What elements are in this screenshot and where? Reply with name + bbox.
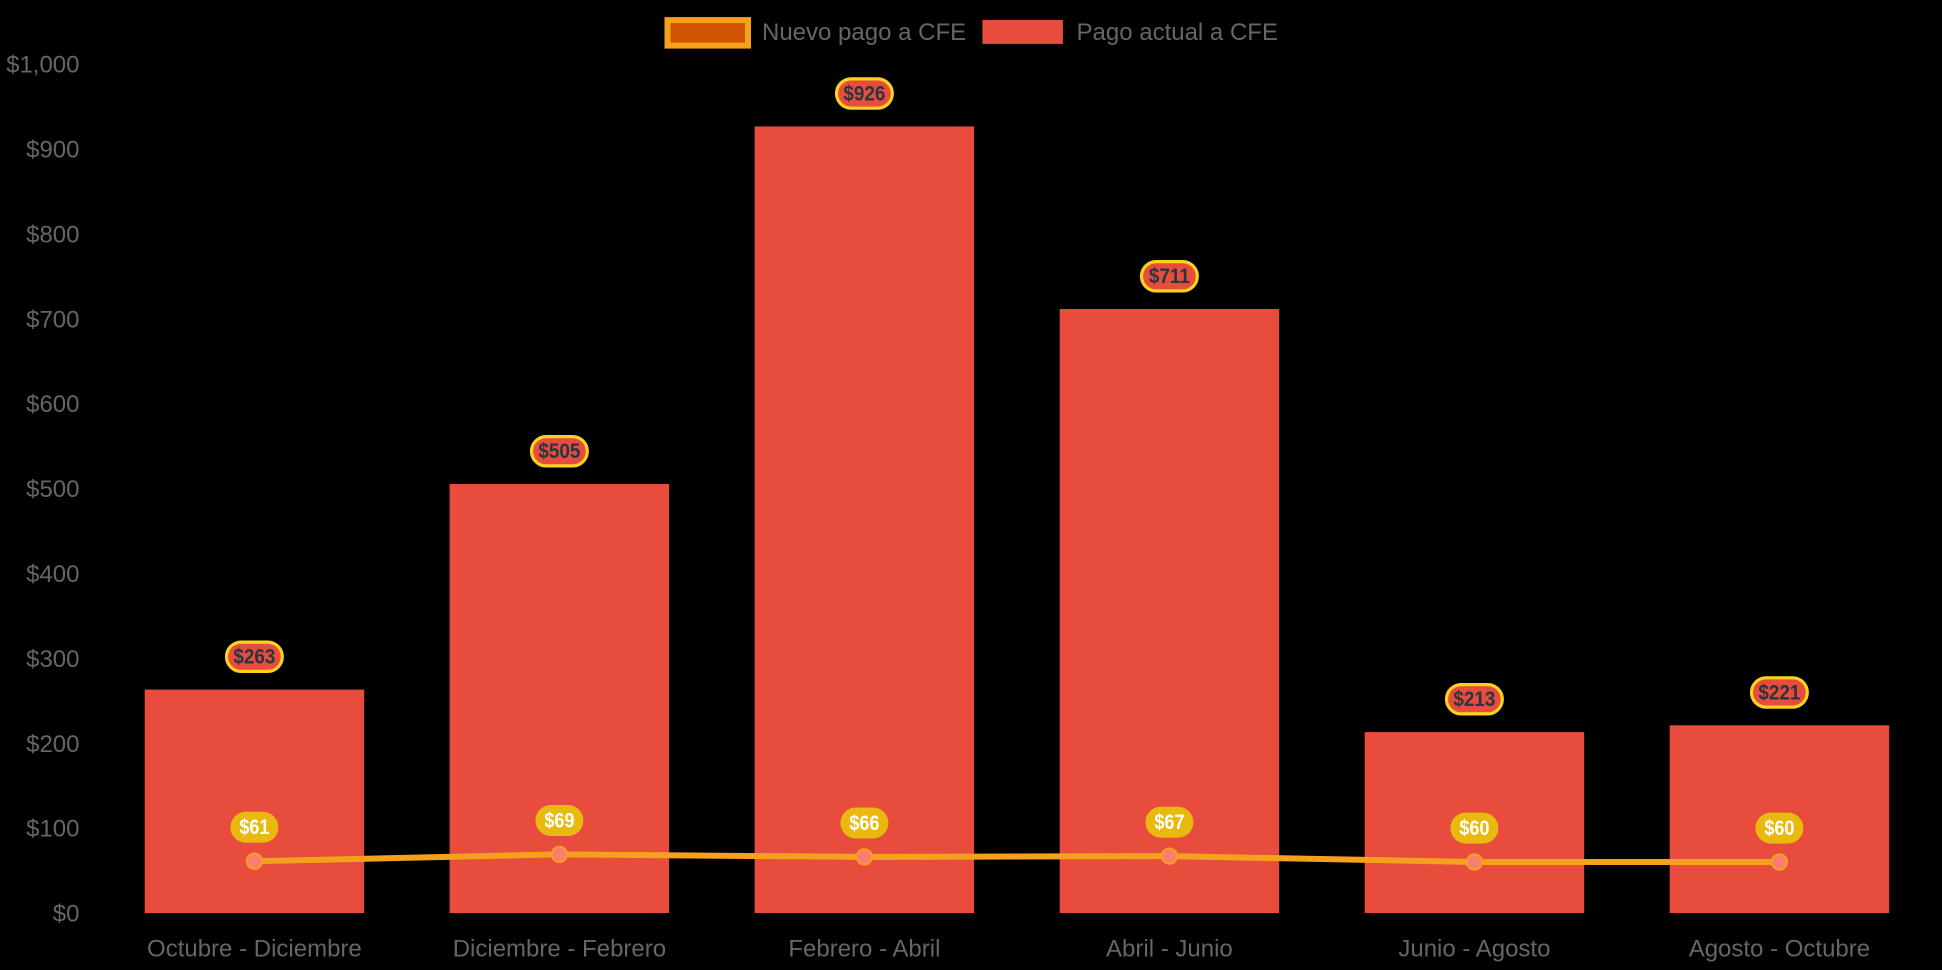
svg-text:$67: $67: [1154, 811, 1184, 835]
svg-text:Febrero - Abril: Febrero - Abril: [788, 936, 940, 963]
svg-text:$221: $221: [1758, 681, 1800, 704]
svg-text:$300: $300: [26, 646, 79, 673]
svg-text:$926: $926: [843, 83, 885, 106]
svg-text:Diciembre - Febrero: Diciembre - Febrero: [453, 936, 666, 963]
svg-text:$711: $711: [1149, 265, 1190, 288]
svg-text:Pago actual a CFE: Pago actual a CFE: [1077, 19, 1278, 46]
svg-text:$500: $500: [26, 476, 79, 503]
svg-text:Nuevo pago a CFE: Nuevo pago a CFE: [762, 19, 966, 46]
svg-text:$400: $400: [26, 561, 79, 588]
svg-text:$600: $600: [26, 391, 79, 418]
svg-text:$200: $200: [26, 731, 79, 758]
svg-text:$213: $213: [1453, 688, 1495, 711]
svg-text:$61: $61: [239, 816, 269, 840]
svg-text:Abril - Junio: Abril - Junio: [1106, 936, 1233, 963]
svg-text:$505: $505: [538, 440, 580, 463]
svg-text:$100: $100: [26, 816, 79, 843]
svg-text:$69: $69: [544, 809, 574, 833]
svg-text:$1,000: $1,000: [6, 52, 79, 79]
svg-text:$0: $0: [53, 901, 80, 928]
svg-text:$60: $60: [1459, 817, 1489, 841]
svg-text:$700: $700: [26, 306, 79, 333]
svg-text:$66: $66: [849, 812, 879, 836]
svg-text:Agosto - Octubre: Agosto - Octubre: [1689, 936, 1870, 963]
svg-text:Octubre - Diciembre: Octubre - Diciembre: [147, 936, 362, 963]
svg-text:$800: $800: [26, 221, 79, 248]
svg-text:$60: $60: [1764, 817, 1794, 841]
svg-text:Junio - Agosto: Junio - Agosto: [1398, 936, 1550, 963]
svg-text:$900: $900: [26, 137, 79, 164]
svg-text:$263: $263: [233, 646, 275, 669]
